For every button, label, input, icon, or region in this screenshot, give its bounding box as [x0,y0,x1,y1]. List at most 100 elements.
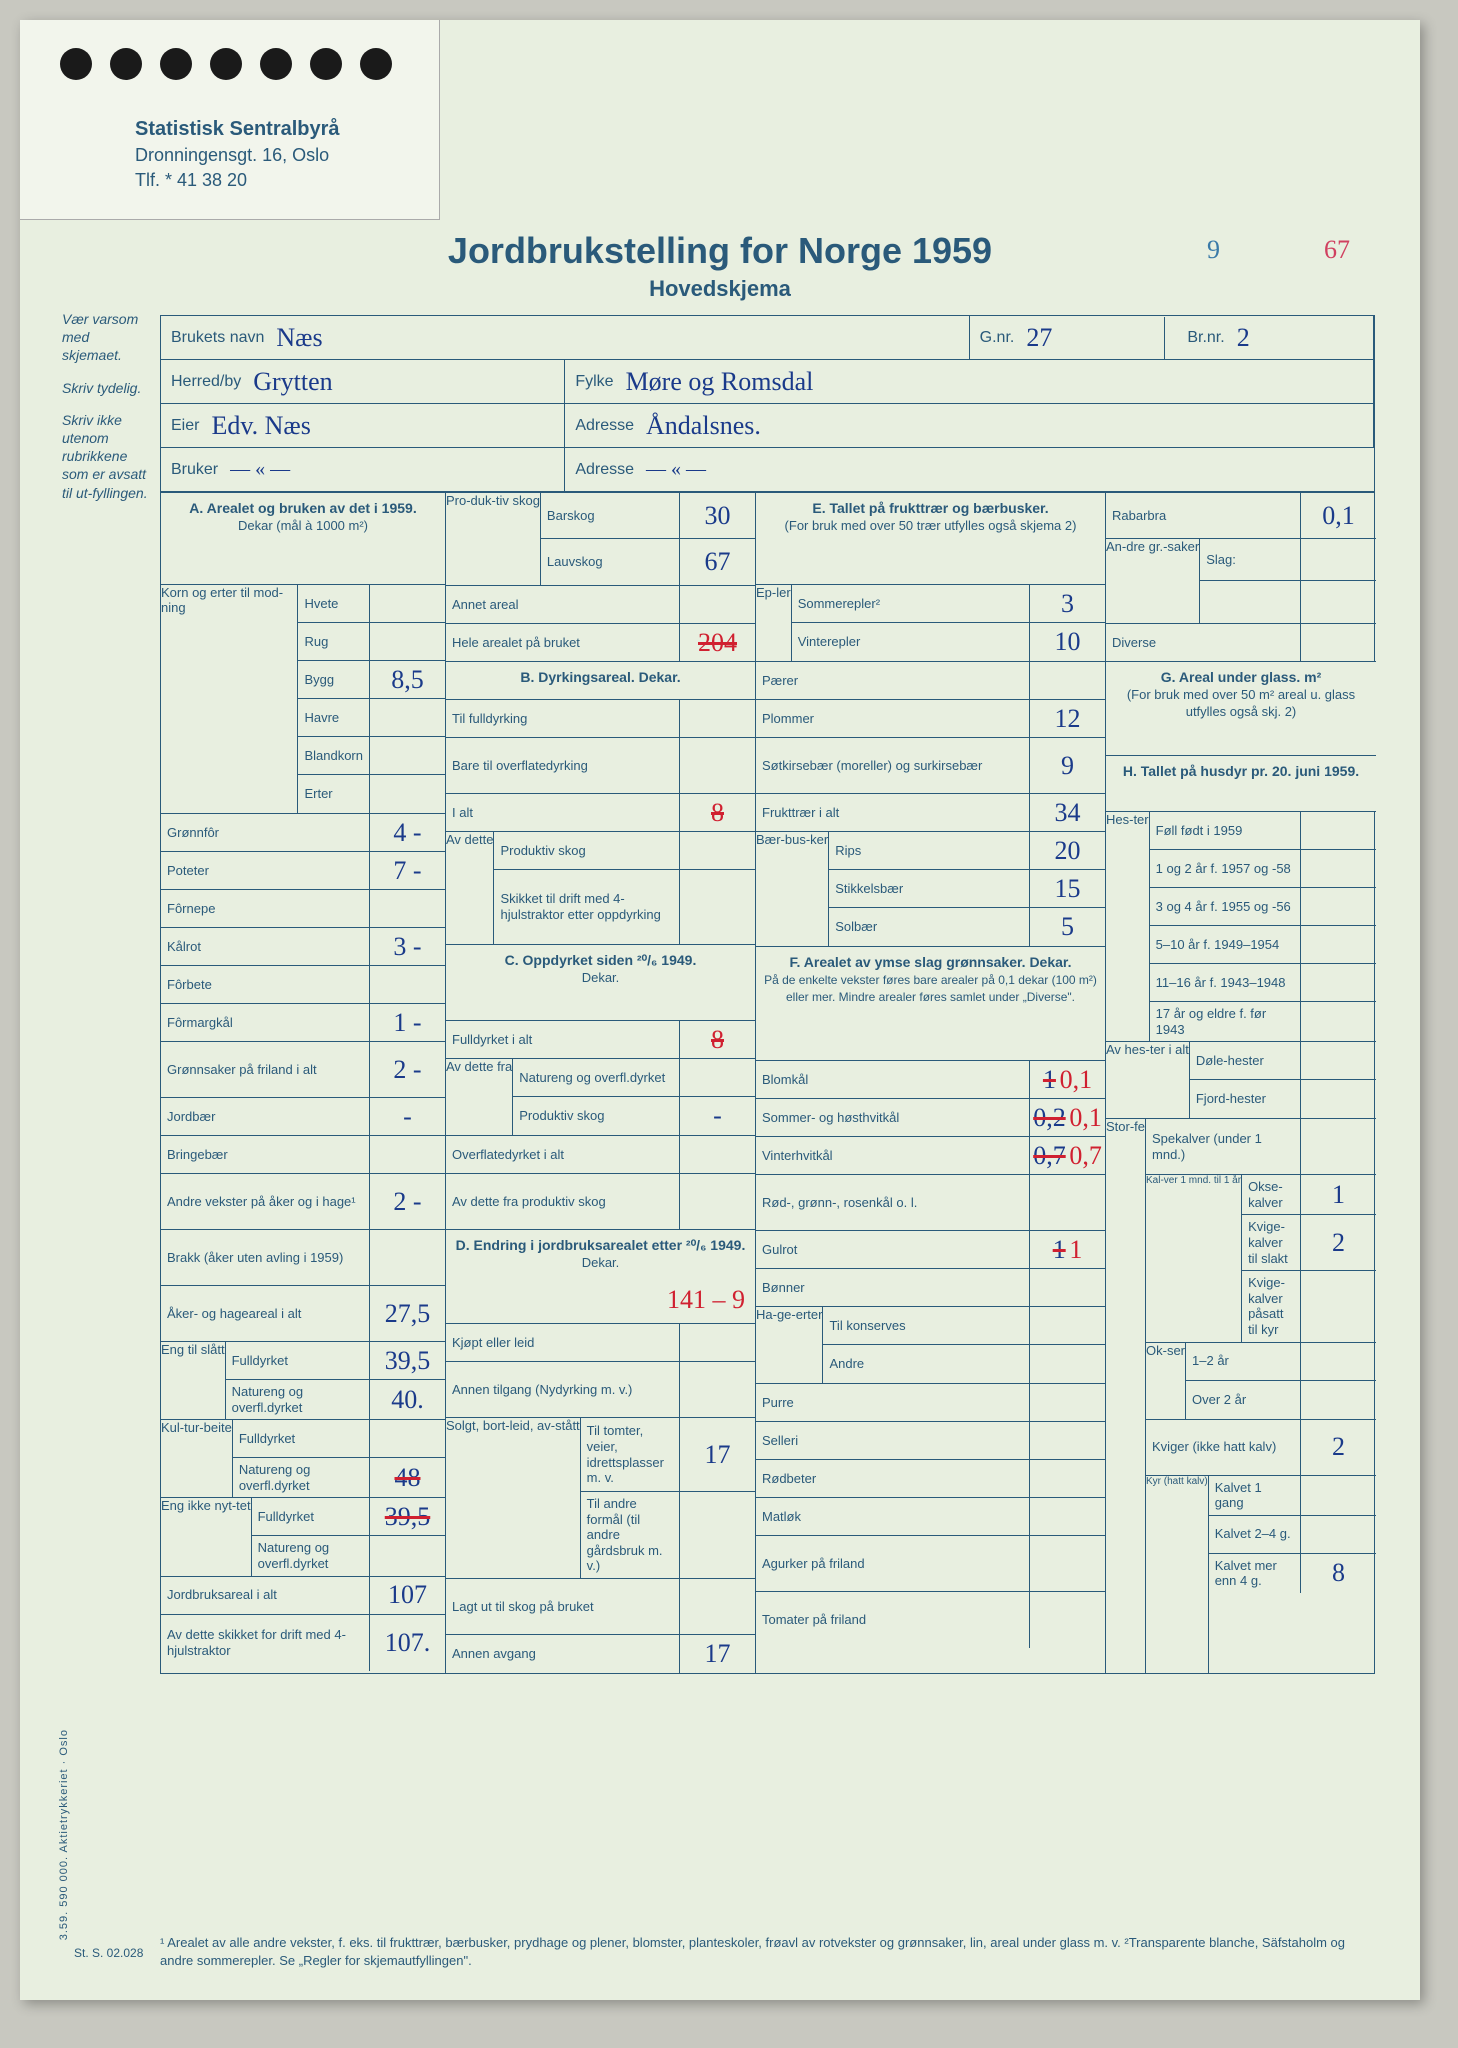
andre-gr-vlabel: An-dre gr.-saker [1106,539,1200,623]
f-vinter-label: Vinterhvitkål [756,1137,1030,1174]
kultur-full-value [370,1420,445,1457]
plommer-value: 12 [1030,700,1105,737]
kyr-block: Kyr (hatt kalv) Kalvet 1 gang Kalvet 2–4… [1146,1476,1376,1673]
okser-vlabel: Ok-ser [1146,1343,1186,1419]
slag-label: Slag: [1200,539,1301,580]
produktiv-vlabel: Pro-duk-tiv skog [446,493,541,585]
c-avdette-block: Av dette fra Natureng og overfl.dyrket P… [446,1059,755,1136]
b-avdette-vlabel: Av dette [446,832,494,944]
kirse-value: 9 [1030,738,1105,793]
eng-vlabel: Eng til slått [161,1342,226,1419]
jord-ialt-value: 107 [370,1577,445,1614]
section-g-sub: (For bruk med over 50 m² areal u. glass … [1127,687,1355,719]
konserves-value [1030,1307,1105,1344]
hvete-label: Hvete [298,585,370,622]
punch-hole [160,48,192,80]
k24-value [1301,1516,1376,1553]
o2-value [1301,1381,1376,1419]
engikke-full-label: Fulldyrket [252,1498,370,1535]
f-andre-value [1030,1345,1105,1383]
f-sommer-label: Sommer- og høsthvitkål [756,1099,1030,1136]
blandkorn-value [370,737,445,774]
d-avgang-label: Annen avgang [446,1635,680,1673]
form-number: St. S. 02.028 [74,1946,143,1960]
skikket-value: 107. [370,1615,445,1671]
tilfull-label: Til fulldyrking [446,700,680,737]
storfe-block: Stor-fe Spekalver (under 1 mnd.) Kal-ver… [1106,1119,1376,1673]
korn-block: Korn og erter til mod-ning Hvete Rug Byg… [161,585,445,814]
bonner-value [1030,1269,1105,1306]
parer-label: Pærer [756,662,1030,699]
kvige-kyr-label: Kvige-kalver påsatt til kyr [1242,1271,1301,1341]
c-avdette2-value [680,1174,755,1229]
dole-value [1301,1042,1376,1079]
header-tab: Statistisk Sentralbyrå Dronningensgt. 16… [20,20,440,220]
frukt-ialt-label: Frukttrær i alt [756,794,1030,831]
konserves-label: Til konserves [823,1307,1030,1344]
erter-value [370,775,445,813]
o2-label: Over 2 år [1186,1381,1301,1419]
section-h-header: H. Tallet på husdyr pr. 20. juni 1959. [1106,756,1376,812]
f-vinter-value: 0,7 [1033,1141,1066,1171]
adresse-value: Åndalsnes. [646,411,761,441]
tomater-label: Tomater på friland [756,1592,1030,1648]
header-fields: Brukets navn Næs G.nr. 27 Br.nr. 2 Herre… [160,315,1375,493]
col-a: A. Arealet og bruken av det i 1959. Deka… [161,493,446,1673]
d-solgt-block: Solgt, bort-leid, av-stått Til tomter, v… [446,1418,755,1579]
hester-block: Hes-ter Føll født i 1959 1 og 2 år f. 19… [1106,812,1376,1042]
section-a-header: A. Arealet og bruken av det i 1959. Deka… [161,493,445,585]
havre-value [370,699,445,736]
org-block: Statistisk Sentralbyrå Dronningensgt. 16… [135,115,340,193]
f-andre-label: Andre [823,1345,1030,1383]
punch-hole [360,48,392,80]
agurker-label: Agurker på friland [756,1536,1030,1591]
section-e-header: E. Tallet på frukttrær og bærbusker. (Fo… [756,493,1105,585]
main-form-area: Brukets navn Næs G.nr. 27 Br.nr. 2 Herre… [160,315,1375,1674]
rabarbra-label: Rabarbra [1106,493,1301,538]
h3-value [1301,888,1376,925]
kviger-label: Kviger (ikke hatt kalv) [1146,1420,1301,1475]
fornepe-value [370,890,445,927]
kultur-block: Kul-tur-beite Fulldyrket Natureng og ove… [161,1420,445,1498]
c-overflate-label: Overflatedyrket i alt [446,1136,680,1173]
gnr-value: 27 [1026,323,1052,353]
bringebar-label: Bringebær [161,1136,370,1173]
brukets-navn-value: Næs [276,323,322,353]
eng-full-value: 39,5 [370,1342,445,1379]
herred-value: Grytten [253,367,332,397]
stikkel-value: 15 [1030,870,1105,907]
adresse-cell: Adresse Åndalsnes. [565,404,1374,448]
bruker-cell: Bruker — « — [161,448,565,492]
forbete-label: Fôrbete [161,966,370,1003]
poteter-value: 7 - [370,852,445,889]
blomkal-red: 0,1 [1060,1065,1093,1095]
solbar-value: 5 [1030,908,1105,946]
spekalver-value [1301,1119,1376,1174]
slag-value [1301,539,1376,580]
brukets-navn-label: Brukets navn [171,329,264,347]
epler-block: Ep-ler Sommerepler²3 Vinterepler10 [756,585,1105,662]
fylke-label: Fylke [575,373,613,391]
tomater-value [1030,1592,1105,1648]
stikkel-label: Stikkelsbær [829,870,1030,907]
kultur-full-label: Fulldyrket [233,1420,370,1457]
section-b-header: B. Dyrkingsareal. Dekar. [446,662,755,700]
korn-vlabel: Korn og erter til mod-ning [161,585,298,813]
instruction-1: Vær varsom med skjemaet. [62,310,152,365]
brakk-value [370,1230,445,1285]
barskog-label: Barskog [541,493,680,538]
gnr-label: G.nr. [980,329,1015,347]
eng-nat-value: 40. [370,1380,445,1419]
matlok-value [1030,1498,1105,1535]
gnr-brnr-cell: G.nr. 27 Br.nr. 2 [970,316,1374,360]
col-gh: Rabarbra0,1 An-dre gr.-saker Slag: Diver… [1106,493,1376,1673]
blomkal-label: Blomkål [756,1061,1030,1098]
rosen-label: Rød-, grønn-, rosenkål o. l. [756,1175,1030,1230]
gulrot-red: 1 [1069,1235,1082,1265]
brnr-value: 2 [1237,323,1250,353]
corner-number-blue: 9 [1207,235,1220,265]
b-ialt-label: I alt [446,794,680,831]
rosen-value [1030,1175,1105,1230]
brakk-label: Brakk (åker uten avling i 1959) [161,1230,370,1285]
selleri-value [1030,1422,1105,1459]
